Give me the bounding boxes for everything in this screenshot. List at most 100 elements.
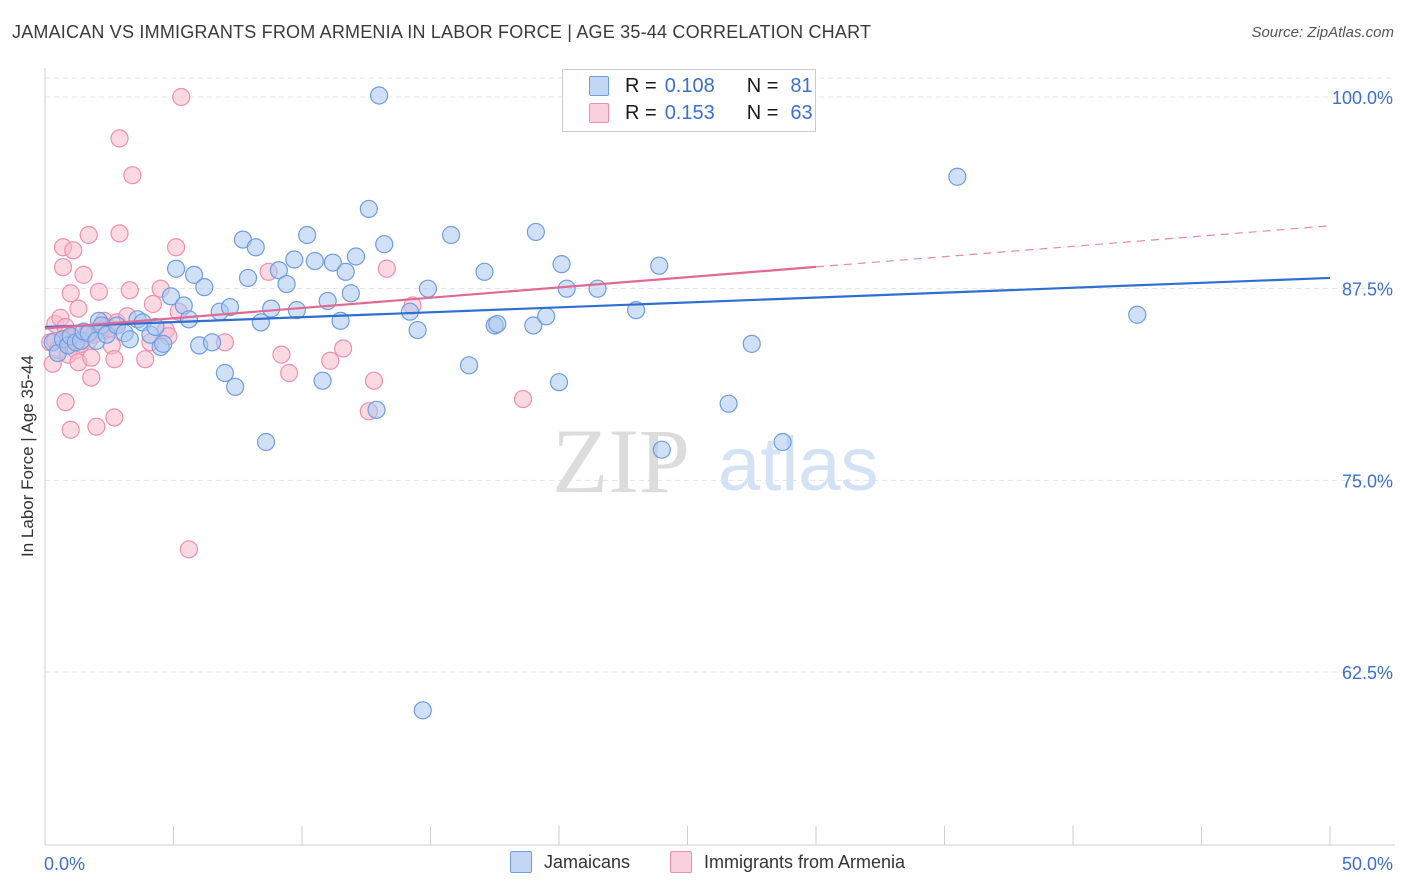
watermark-zip: ZIP bbox=[552, 410, 690, 512]
trend-line-dashed bbox=[815, 225, 1331, 268]
data-point bbox=[475, 262, 494, 281]
data-point bbox=[246, 238, 265, 257]
chart-title: JAMAICAN VS IMMIGRANTS FROM ARMENIA IN L… bbox=[12, 22, 872, 42]
data-point bbox=[418, 279, 438, 298]
data-point bbox=[105, 350, 124, 369]
legend-r-label: R = bbox=[625, 74, 657, 97]
correlation-legend: R = 0.108 N = 81 R = 0.153 N = 63 bbox=[562, 69, 816, 132]
data-point bbox=[120, 281, 139, 300]
data-point bbox=[526, 222, 545, 242]
watermark-atlas: atlas bbox=[718, 422, 879, 507]
data-point bbox=[948, 167, 967, 186]
legend-row-armenia: R = 0.153 N = 63 bbox=[589, 100, 813, 126]
data-point bbox=[87, 417, 106, 436]
data-point bbox=[61, 284, 80, 303]
y-tick-labels: 62.5% 75.0% 87.5% 100.0% bbox=[1332, 88, 1393, 683]
data-point bbox=[220, 297, 240, 317]
data-point bbox=[524, 316, 543, 335]
data-point bbox=[89, 282, 109, 301]
data-point bbox=[459, 356, 479, 375]
data-point bbox=[166, 238, 186, 257]
data-point bbox=[238, 268, 258, 288]
data-point bbox=[74, 265, 93, 284]
trend-line bbox=[44, 265, 817, 330]
data-point bbox=[69, 299, 88, 318]
legend-jamaicans-swatch bbox=[510, 851, 532, 873]
data-point bbox=[588, 279, 607, 298]
legend-jamaicans-label: Jamaicans bbox=[544, 851, 631, 872]
data-point bbox=[82, 348, 101, 367]
data-point bbox=[341, 284, 360, 303]
data-point bbox=[557, 279, 576, 298]
data-point bbox=[408, 320, 427, 340]
y-tick-label: 75.0% bbox=[1342, 471, 1393, 491]
data-point bbox=[552, 255, 571, 274]
data-point bbox=[136, 350, 155, 369]
data-point bbox=[375, 235, 394, 254]
data-point bbox=[184, 265, 204, 284]
data-point bbox=[143, 294, 163, 314]
data-point bbox=[82, 368, 101, 387]
data-points bbox=[41, 86, 1147, 720]
legend-swatch-pink bbox=[589, 103, 609, 123]
data-point bbox=[280, 363, 299, 383]
y-tick-label: 87.5% bbox=[1342, 280, 1393, 300]
data-point bbox=[256, 432, 276, 452]
data-point bbox=[64, 241, 83, 260]
data-point bbox=[110, 129, 129, 148]
axes bbox=[44, 68, 1395, 846]
data-point bbox=[313, 371, 332, 390]
data-point bbox=[215, 363, 234, 383]
data-point bbox=[537, 307, 556, 326]
trend-lines bbox=[44, 225, 1331, 330]
legend-armenia-swatch bbox=[670, 851, 692, 873]
data-point bbox=[172, 87, 191, 107]
data-point bbox=[154, 334, 173, 353]
data-point bbox=[346, 247, 366, 266]
data-point bbox=[413, 701, 432, 720]
data-point bbox=[626, 301, 646, 320]
data-point bbox=[195, 278, 214, 297]
data-point bbox=[441, 225, 461, 245]
legend-n-label: N = bbox=[746, 74, 779, 97]
data-point bbox=[179, 310, 199, 329]
data-point bbox=[53, 258, 73, 277]
data-point bbox=[367, 400, 386, 419]
data-point bbox=[334, 339, 353, 358]
data-point bbox=[123, 166, 142, 185]
data-point bbox=[79, 225, 98, 245]
legend-swatch-blue bbox=[589, 76, 609, 96]
x-tick-label: 50.0% bbox=[1342, 854, 1393, 874]
data-point bbox=[336, 262, 355, 281]
data-point bbox=[226, 377, 245, 396]
data-point bbox=[179, 540, 199, 559]
legend-r-value: 0.108 bbox=[664, 74, 715, 97]
data-point bbox=[56, 393, 75, 412]
data-point bbox=[272, 345, 291, 364]
data-point bbox=[277, 274, 296, 294]
y-tick-label: 62.5% bbox=[1342, 663, 1393, 683]
data-point bbox=[742, 334, 761, 353]
data-point bbox=[269, 261, 288, 280]
legend-r-value: 0.153 bbox=[664, 101, 715, 124]
data-point bbox=[370, 86, 389, 105]
data-point bbox=[321, 351, 340, 370]
x-tick-label: 0.0% bbox=[44, 854, 85, 874]
data-point bbox=[305, 251, 324, 271]
data-point bbox=[262, 299, 281, 318]
data-point bbox=[61, 420, 80, 439]
data-point bbox=[719, 394, 738, 413]
legend-row-jamaicans: R = 0.108 N = 81 bbox=[589, 73, 813, 99]
data-point bbox=[513, 389, 533, 409]
data-point bbox=[359, 199, 378, 219]
data-point bbox=[773, 432, 792, 452]
data-point bbox=[1128, 305, 1147, 324]
data-point bbox=[202, 333, 222, 352]
data-point bbox=[120, 330, 139, 349]
legend-r-label: R = bbox=[625, 101, 657, 124]
source-label: Source: ZipAtlas.com bbox=[1251, 24, 1394, 41]
legend-n-value: 63 bbox=[790, 101, 813, 124]
data-point bbox=[377, 259, 396, 278]
data-point bbox=[110, 224, 129, 243]
